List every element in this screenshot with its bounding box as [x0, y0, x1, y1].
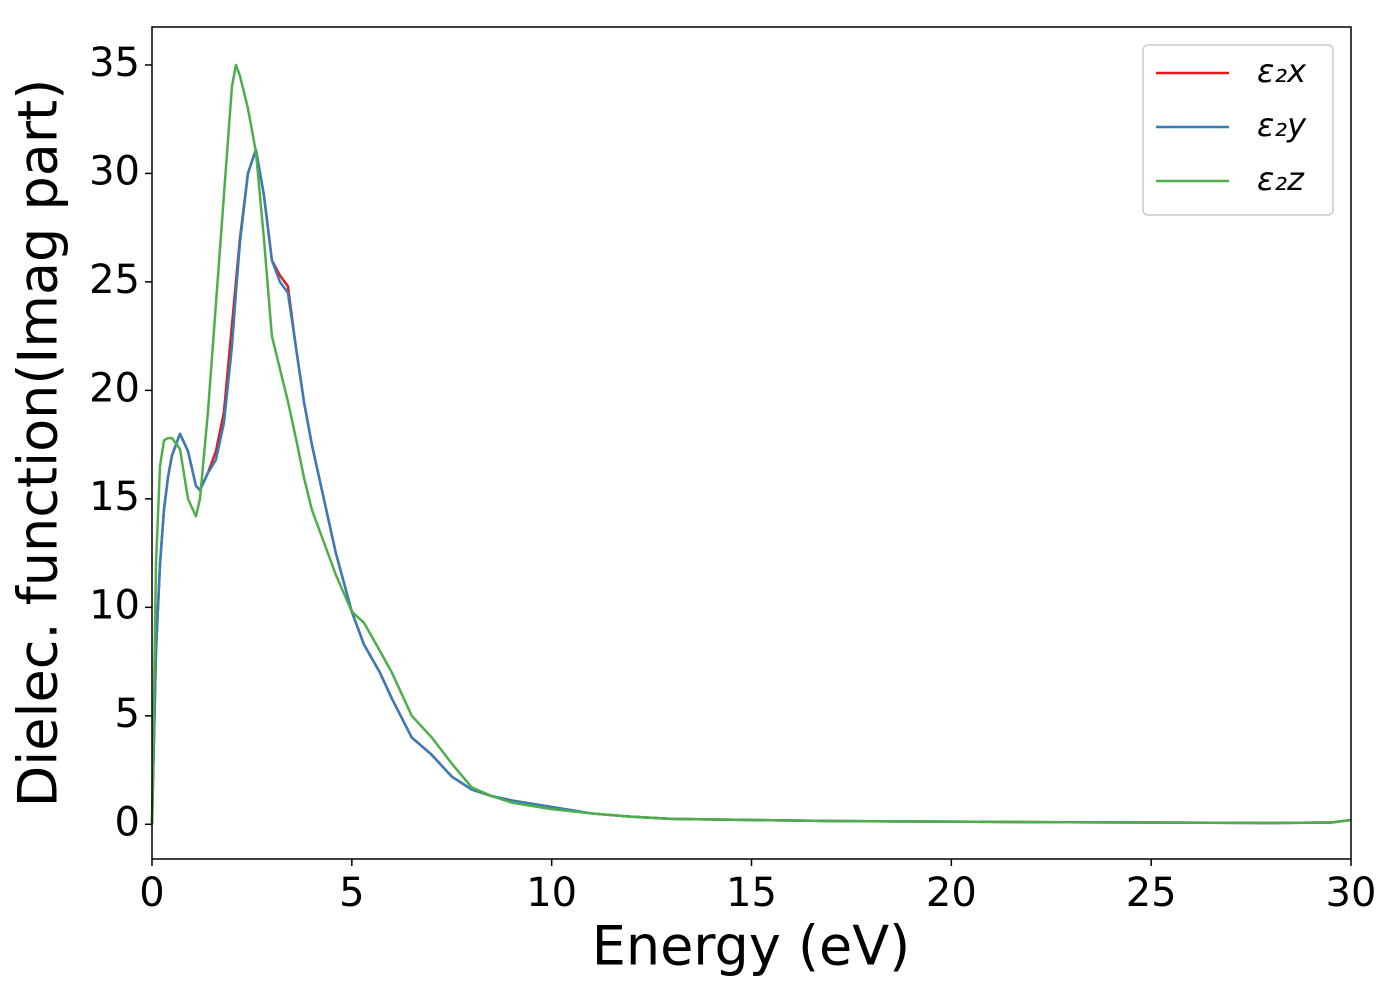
- x-tick-label: 20: [926, 870, 977, 916]
- y-tick-label: 35: [89, 40, 140, 86]
- x-tick-label: 5: [339, 870, 364, 916]
- legend-label: ε₂x: [1257, 52, 1307, 90]
- x-tick-label: 30: [1326, 870, 1377, 916]
- y-tick-label: 0: [115, 799, 140, 845]
- y-tick-label: 15: [89, 474, 140, 520]
- y-tick-label: 5: [115, 691, 140, 737]
- plot-frame: [151, 26, 1352, 860]
- y-tick-label: 25: [89, 257, 140, 303]
- x-tick-label: 10: [526, 870, 577, 916]
- legend-label: ε₂y: [1257, 106, 1307, 144]
- y-tick-label: 20: [89, 365, 140, 411]
- series-line: [150, 63, 1352, 825]
- legend-label: ε₂z: [1257, 160, 1305, 198]
- legend-box: [1142, 44, 1334, 216]
- x-axis-label: Energy (eV): [592, 915, 911, 978]
- x-tick-label: 0: [139, 870, 164, 916]
- series-line: [150, 148, 1352, 825]
- y-tick-label: 30: [89, 148, 140, 194]
- y-tick-label: 10: [89, 582, 140, 628]
- x-tick-label: 15: [726, 870, 777, 916]
- series-line: [150, 148, 1352, 825]
- y-axis-label: Dielec. function(Imag part): [7, 79, 70, 808]
- x-tick-label: 25: [1126, 870, 1177, 916]
